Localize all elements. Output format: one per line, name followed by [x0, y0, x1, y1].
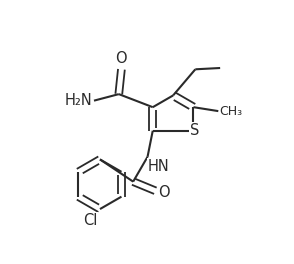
Text: CH₃: CH₃: [220, 105, 243, 117]
Text: O: O: [116, 51, 127, 66]
Text: Cl: Cl: [83, 213, 97, 228]
Text: O: O: [158, 185, 170, 200]
Text: H₂N: H₂N: [64, 93, 92, 108]
Text: S: S: [190, 123, 199, 138]
Text: HN: HN: [148, 159, 170, 174]
